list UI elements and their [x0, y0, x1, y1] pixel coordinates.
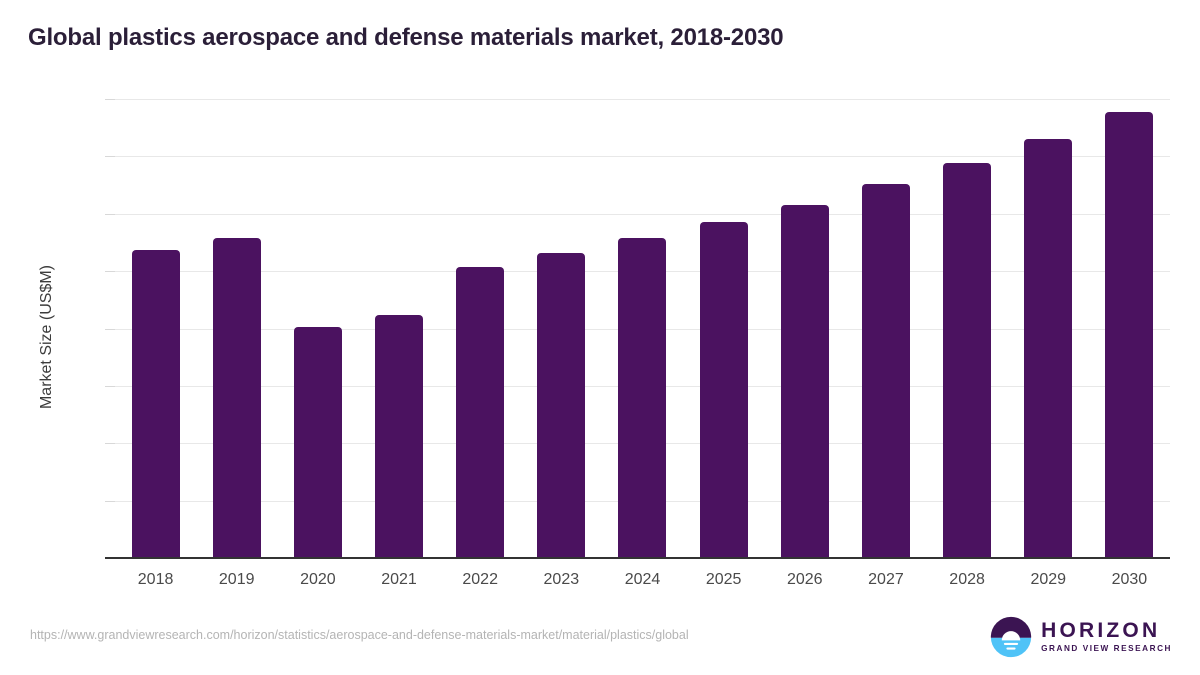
- bar-group: [440, 99, 521, 558]
- gridline: [115, 213, 1170, 215]
- y-axis-tick-mark: [105, 99, 115, 100]
- x-axis-line: [105, 557, 1170, 559]
- logo-text: HORIZON GRAND VIEW RESEARCH: [1041, 620, 1172, 653]
- x-axis-tick-label: 2026: [786, 571, 823, 588]
- bar-group: [602, 99, 683, 558]
- x-axis-tick-label: 2023: [543, 571, 580, 588]
- y-axis-tick-mark: [105, 500, 115, 502]
- bar-group: [1089, 99, 1170, 558]
- logo-main-text: HORIZON: [1041, 619, 1161, 643]
- x-axis-tick-label: 2027: [868, 571, 904, 588]
- bar[interactable]: [293, 327, 342, 558]
- bar-group: [358, 99, 439, 558]
- bar-group: [196, 99, 277, 558]
- bar-group: [683, 99, 764, 558]
- x-axis-tick-label: 2021: [381, 571, 417, 588]
- bars-group: [115, 99, 1170, 558]
- x-axis-tick-label: 2028: [949, 571, 985, 588]
- bar-group: [927, 99, 1008, 558]
- y-axis-tick-mark: [105, 213, 115, 215]
- page-title: Global plastics aerospace and defense ma…: [28, 24, 784, 51]
- x-axis-tick-label: 2019: [218, 571, 255, 588]
- x-axis-tick-label: 2025: [705, 571, 742, 588]
- source-url[interactable]: https://www.grandviewresearch.com/horizo…: [30, 628, 689, 642]
- y-axis-tick-mark: [105, 271, 115, 273]
- plot-canvas: 025050075010001250150017502000 201820192…: [105, 99, 1170, 588]
- gridline: [115, 156, 1170, 158]
- bar[interactable]: [699, 221, 748, 558]
- bar-group: [1008, 99, 1089, 558]
- x-axis-tick-label: 2022: [462, 571, 498, 588]
- bar[interactable]: [456, 266, 505, 558]
- bar[interactable]: [618, 237, 667, 558]
- x-axis-tick-label: 2030: [1111, 571, 1148, 588]
- bar-group: [845, 99, 926, 558]
- bar[interactable]: [943, 163, 992, 558]
- bar-group: [521, 99, 602, 558]
- bar-group: [277, 99, 358, 558]
- chart-footer: https://www.grandviewresearch.com/horizo…: [0, 608, 1200, 675]
- x-axis-tick-label: 2018: [137, 571, 174, 588]
- horizon-sun-circle-icon: [990, 616, 1032, 658]
- x-axis-tick-label: 2020: [300, 571, 336, 588]
- logo-sub-text: GRAND VIEW RESEARCH: [1041, 644, 1172, 654]
- y-axis-tick-mark: [105, 443, 115, 445]
- chart-plot-area: 025050075010001250150017502000 201820192…: [0, 88, 1200, 588]
- x-axis-tick-label: 2029: [1030, 571, 1067, 588]
- horizon-logo[interactable]: HORIZON GRAND VIEW RESEARCH: [990, 616, 1172, 658]
- y-axis-tick-mark: [105, 156, 115, 158]
- bar[interactable]: [861, 183, 910, 558]
- bar-group: [764, 99, 845, 558]
- y-axis-tick-mark: [105, 328, 115, 330]
- bar[interactable]: [1105, 111, 1154, 558]
- bar[interactable]: [375, 314, 424, 558]
- y-axis-tick-mark: [105, 385, 115, 387]
- bar[interactable]: [212, 237, 261, 558]
- bar[interactable]: [1024, 139, 1073, 558]
- x-axis-tick-label: 2024: [624, 571, 661, 588]
- bar-group: [115, 99, 196, 558]
- bar[interactable]: [780, 204, 829, 558]
- bar[interactable]: [131, 250, 180, 558]
- gridline: [115, 99, 1170, 100]
- bar[interactable]: [537, 252, 586, 558]
